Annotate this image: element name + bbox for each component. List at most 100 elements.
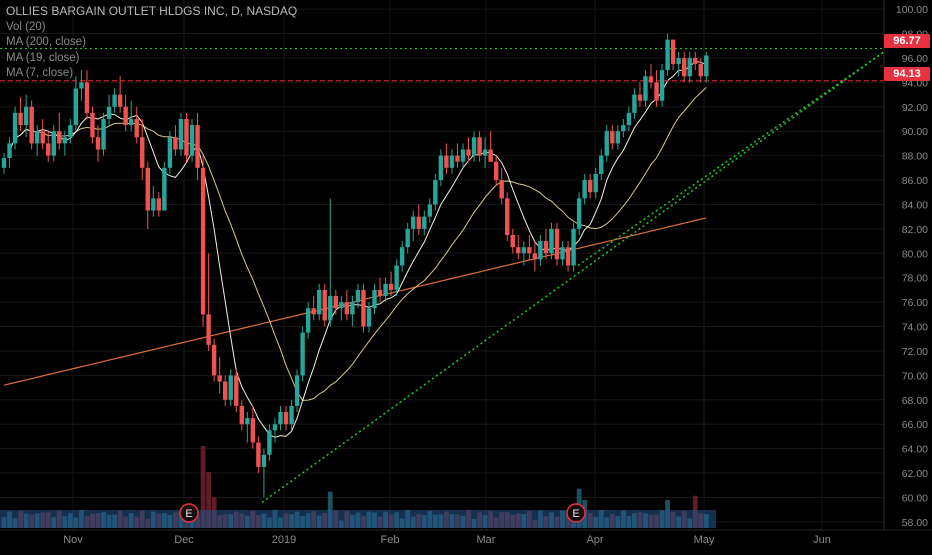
candle (283, 405, 289, 431)
candle (29, 100, 34, 150)
candle-body (305, 308, 311, 333)
y-tick-label: 90.00 (902, 126, 928, 138)
x-tick-label: Apr (586, 534, 603, 546)
candle-body (505, 198, 510, 235)
candle-body (433, 180, 438, 205)
candle-body (499, 180, 504, 199)
y-tick-label: 84.00 (902, 199, 928, 211)
indicator-ma200[interactable]: MA (200, close) (6, 36, 86, 48)
candle-body (482, 149, 488, 156)
candle-body (538, 241, 543, 260)
candle (344, 289, 350, 321)
candle-body (610, 131, 615, 144)
candle (239, 399, 244, 431)
candle (632, 88, 637, 119)
candle (73, 76, 79, 132)
candle (195, 112, 200, 181)
candle-body (12, 112, 18, 144)
price-label-last: 96.77 (884, 34, 930, 48)
x-tick-label: Feb (381, 534, 400, 546)
candle-body (377, 289, 383, 297)
candle (261, 448, 267, 498)
candle (123, 94, 128, 132)
candle (477, 131, 482, 162)
candle-body (184, 118, 189, 156)
candle-body (543, 241, 549, 254)
candle (610, 125, 615, 150)
candle (245, 412, 250, 443)
candle (23, 94, 29, 138)
candle-body (372, 289, 377, 309)
candle (488, 131, 493, 162)
indicator-volume[interactable]: Vol (20) (6, 20, 46, 33)
candle-body (195, 125, 200, 168)
y-tick-label: 92.00 (902, 102, 928, 114)
candle-body (211, 344, 217, 376)
candle-body (648, 76, 654, 83)
candle (106, 94, 112, 126)
ma7-line (9, 60, 707, 438)
candle-body (178, 118, 184, 150)
candle-body (510, 234, 515, 248)
candle-body (84, 82, 90, 113)
candle (388, 271, 394, 297)
candle (267, 424, 272, 461)
candle (394, 259, 399, 297)
candle-body (173, 137, 178, 150)
candle (383, 277, 388, 303)
candle-body (698, 64, 703, 77)
y-tick-label: 82.00 (902, 224, 928, 236)
candle (399, 241, 405, 272)
candle (68, 118, 73, 144)
candle-body (101, 118, 106, 150)
candle-body (68, 125, 73, 138)
candle-body (128, 118, 134, 126)
candle (250, 405, 256, 449)
candle (427, 198, 433, 223)
candle-body (582, 180, 587, 199)
candle (350, 296, 355, 327)
candle (200, 155, 206, 327)
candle-body (350, 302, 355, 315)
chart-legend: OLLIES BARGAIN OUTLET HLDGS INC, D, NASD… (6, 4, 297, 82)
candle (482, 137, 488, 168)
y-tick-label: 66.00 (902, 419, 928, 431)
candle (145, 161, 150, 229)
candle-body (383, 283, 388, 297)
candle (587, 173, 593, 199)
candle-body (560, 247, 565, 260)
candle-body (361, 289, 366, 327)
y-tick-label: 78.00 (902, 273, 928, 285)
candle (178, 112, 184, 156)
indicator-ma7[interactable]: MA (7, close) (6, 67, 74, 79)
candle (217, 357, 222, 394)
candle (433, 173, 438, 211)
candle (499, 167, 504, 205)
candle (7, 137, 12, 168)
candle (184, 112, 189, 162)
y-tick-label: 88.00 (902, 151, 928, 163)
candle-body (245, 418, 250, 425)
candle-body (278, 412, 283, 425)
candle-body (123, 106, 128, 126)
candle (162, 161, 167, 211)
candle (117, 76, 123, 113)
candle (18, 97, 23, 132)
candle-body (344, 302, 350, 315)
candle-body (294, 375, 300, 406)
earnings-marker (566, 503, 586, 523)
candle (234, 369, 239, 413)
candle (294, 369, 300, 413)
indicator-ma19[interactable]: MA (19, close) (6, 51, 80, 64)
candle-body (300, 332, 305, 376)
candle-body (576, 198, 582, 229)
candle (670, 39, 676, 71)
candle (665, 33, 670, 77)
candle-body (632, 94, 637, 113)
candle (505, 192, 510, 242)
candle-body (366, 308, 372, 327)
candle-body (493, 161, 499, 181)
candle-body (438, 155, 444, 181)
